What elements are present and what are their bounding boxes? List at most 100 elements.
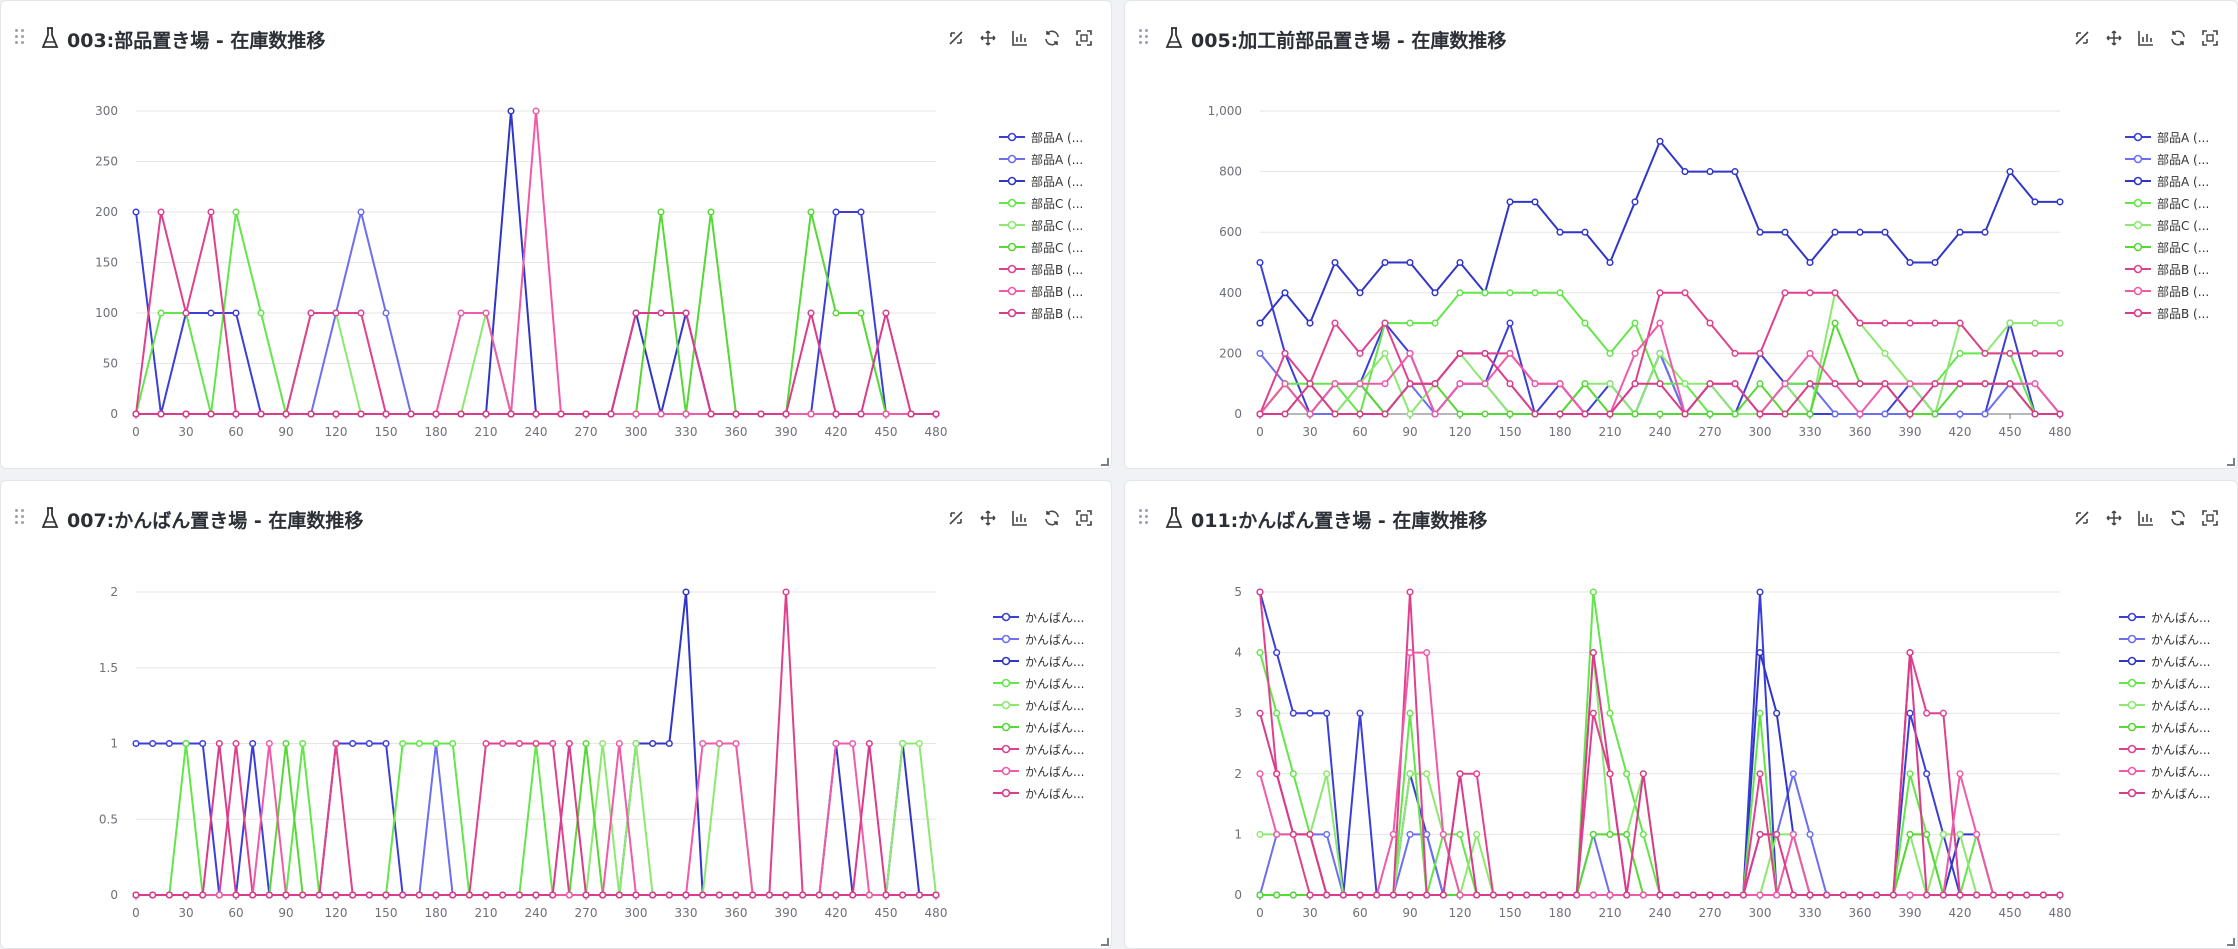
data-point: [499, 739, 507, 748]
legend-item[interactable]: かんばん...: [993, 606, 1084, 628]
data-point: [657, 208, 665, 216]
resize-handle[interactable]: [2227, 938, 2235, 946]
zoom-reset-icon[interactable]: [2071, 507, 2093, 529]
legend-item[interactable]: かんばん...: [993, 760, 1084, 782]
data-point: [1631, 198, 1639, 206]
legend-item[interactable]: かんばん...: [2119, 694, 2210, 716]
pan-icon[interactable]: [2103, 507, 2125, 529]
data-point: [2023, 891, 2031, 899]
data-point: [365, 891, 373, 899]
legend-item[interactable]: 部品A (...: [999, 148, 1083, 170]
data-point: [257, 309, 265, 317]
resize-handle[interactable]: [1101, 938, 1109, 946]
refresh-icon[interactable]: [2167, 507, 2189, 529]
data-point: [1273, 891, 1281, 899]
legend-label: 部品C (...: [2157, 240, 2210, 255]
legend-item[interactable]: 部品C (...: [999, 214, 1083, 236]
legend-swatch: [993, 656, 1019, 666]
legend-item[interactable]: 部品B (...: [2125, 280, 2209, 302]
data-point: [665, 891, 673, 899]
legend-item[interactable]: かんばん...: [2119, 760, 2210, 782]
fullscreen-icon[interactable]: [1073, 507, 1095, 529]
data-point: [1973, 830, 1981, 838]
legend-item[interactable]: 部品B (...: [999, 302, 1083, 324]
data-point: [1806, 891, 1814, 899]
legend-item[interactable]: かんばん...: [993, 650, 1084, 672]
chart-type-icon[interactable]: [2135, 507, 2157, 529]
zoom-reset-icon[interactable]: [945, 27, 967, 49]
data-point: [332, 410, 340, 418]
chart-type-icon[interactable]: [1009, 507, 1031, 529]
legend-item[interactable]: かんばん...: [993, 782, 1084, 804]
legend-swatch: [2119, 766, 2145, 776]
zoom-reset-icon[interactable]: [2071, 27, 2093, 49]
data-point: [1256, 410, 1264, 418]
legend-item[interactable]: かんばん...: [2119, 738, 2210, 760]
data-point: [1581, 319, 1589, 327]
data-point: [1789, 770, 1797, 778]
legend-item[interactable]: 部品B (...: [999, 280, 1083, 302]
legend-item[interactable]: かんばん...: [993, 672, 1084, 694]
data-point: [1856, 228, 1864, 236]
data-point: [382, 739, 390, 748]
data-point: [1389, 891, 1397, 899]
legend-item[interactable]: 部品A (...: [2125, 170, 2209, 192]
legend-item[interactable]: 部品A (...: [2125, 148, 2209, 170]
legend-item[interactable]: 部品C (...: [999, 192, 1083, 214]
legend-item[interactable]: 部品A (...: [999, 126, 1083, 148]
data-point: [482, 891, 490, 899]
legend-item[interactable]: 部品B (...: [2125, 302, 2209, 324]
legend-item[interactable]: 部品B (...: [999, 258, 1083, 280]
chart-type-icon[interactable]: [1009, 27, 1031, 49]
legend-item[interactable]: かんばん...: [2119, 628, 2210, 650]
refresh-icon[interactable]: [1041, 27, 1063, 49]
chart-type-icon[interactable]: [2135, 27, 2157, 49]
fullscreen-icon[interactable]: [1073, 27, 1095, 49]
refresh-icon[interactable]: [1041, 507, 1063, 529]
x-tick-label: 90: [278, 906, 293, 920]
legend-item[interactable]: 部品C (...: [2125, 192, 2209, 214]
pan-icon[interactable]: [2103, 27, 2125, 49]
drag-handle-icon[interactable]: [15, 29, 27, 47]
zoom-reset-icon[interactable]: [945, 507, 967, 529]
legend-item[interactable]: かんばん...: [993, 738, 1084, 760]
drag-handle-icon[interactable]: [1139, 29, 1151, 47]
legend-item[interactable]: 部品C (...: [2125, 236, 2209, 258]
legend-label: 部品B (...: [1031, 284, 1084, 299]
data-point: [1331, 319, 1339, 327]
fullscreen-icon[interactable]: [2199, 27, 2221, 49]
panel-header: 011:かんばん置き場 - 在庫数推移: [1125, 481, 2237, 557]
drag-handle-icon[interactable]: [15, 509, 27, 527]
resize-handle[interactable]: [2227, 458, 2235, 466]
data-point: [1881, 319, 1889, 327]
legend-item[interactable]: かんばん...: [2119, 716, 2210, 738]
legend-item[interactable]: 部品B (...: [2125, 258, 2209, 280]
data-point: [1406, 588, 1414, 596]
data-point: [1456, 891, 1464, 899]
legend-item[interactable]: 部品A (...: [999, 170, 1083, 192]
panel-header: 003:部品置き場 - 在庫数推移: [1, 1, 1111, 77]
pan-icon[interactable]: [977, 507, 999, 529]
data-point: [182, 410, 190, 418]
legend-item[interactable]: かんばん...: [2119, 672, 2210, 694]
data-point: [1281, 410, 1289, 418]
legend-item[interactable]: 部品A (...: [2125, 126, 2209, 148]
legend-item[interactable]: かんばん...: [993, 694, 1084, 716]
legend-item[interactable]: 部品C (...: [2125, 214, 2209, 236]
legend-item[interactable]: かんばん...: [2119, 650, 2210, 672]
data-point: [1289, 709, 1297, 717]
legend-item[interactable]: 部品C (...: [999, 236, 1083, 258]
legend-item[interactable]: かんばん...: [2119, 606, 2210, 628]
legend-item[interactable]: かんばん...: [993, 716, 1084, 738]
pan-icon[interactable]: [977, 27, 999, 49]
data-point: [1606, 349, 1614, 357]
drag-handle-icon[interactable]: [1139, 509, 1151, 527]
refresh-icon[interactable]: [2167, 27, 2189, 49]
fullscreen-icon[interactable]: [2199, 507, 2221, 529]
x-tick-label: 360: [1849, 425, 1872, 439]
data-point: [632, 891, 640, 899]
resize-handle[interactable]: [1101, 458, 1109, 466]
data-point: [2031, 319, 2039, 327]
legend-item[interactable]: かんばん...: [993, 628, 1084, 650]
legend-item[interactable]: かんばん...: [2119, 782, 2210, 804]
